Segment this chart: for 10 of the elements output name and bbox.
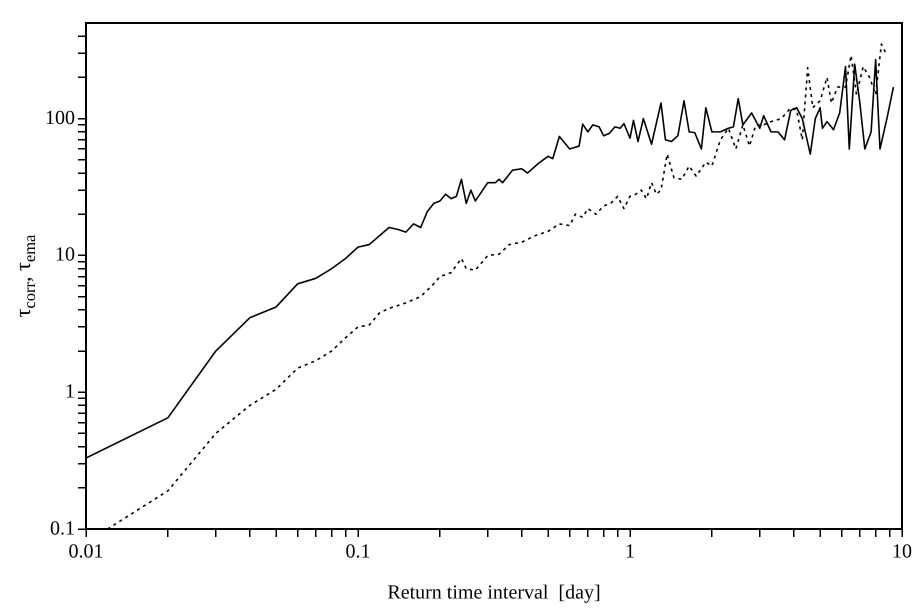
y-tick-label: 10 xyxy=(55,244,75,266)
x-tick-label: 10 xyxy=(892,540,912,562)
y-tick-label: 0.1 xyxy=(50,517,75,540)
x-tick-label: 0.1 xyxy=(346,540,370,562)
y-tick-label: 100 xyxy=(45,106,75,129)
y-tick-label: 1 xyxy=(65,380,75,402)
x-tick-label: 0.01 xyxy=(68,540,104,562)
x-axis-title: Return time interval [day] xyxy=(387,581,601,604)
y-axis-title: τcorr, τema xyxy=(10,234,39,318)
x-tick-label: 1 xyxy=(625,540,635,562)
